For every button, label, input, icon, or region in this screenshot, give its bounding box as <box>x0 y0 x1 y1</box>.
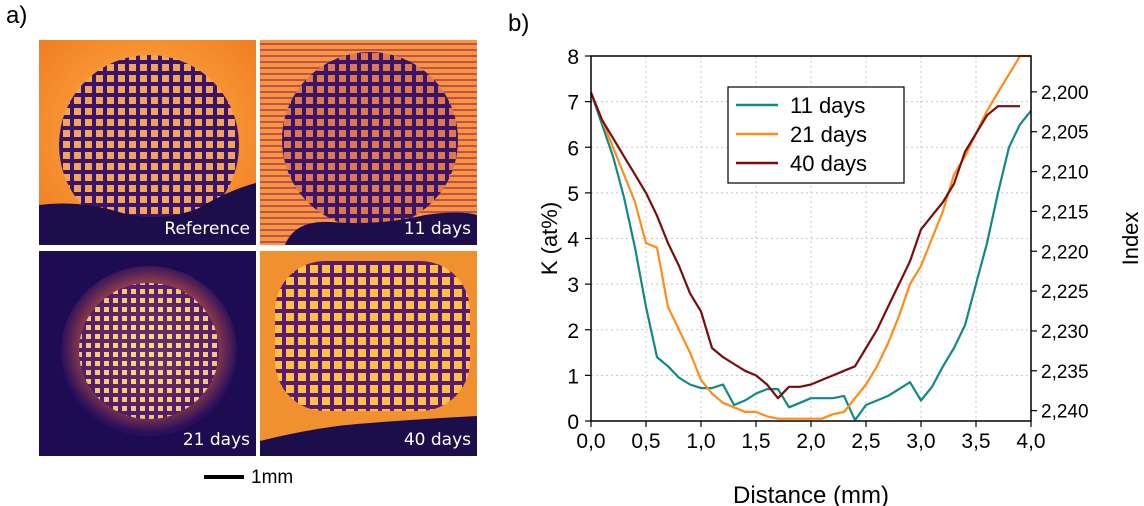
y2-axis-label: Index <box>1118 212 1143 266</box>
y2-tick-label: 2,220 <box>1041 242 1089 263</box>
x-tick-label: 1,0 <box>686 430 715 453</box>
x-axis-label: Distance (mm) <box>733 482 889 506</box>
y2-tick-label: 2,235 <box>1041 362 1089 383</box>
y-tick-label: 1 <box>567 365 579 388</box>
legend-label-21-days: 21 days <box>790 122 867 147</box>
x-tick-label: 2,5 <box>851 430 880 453</box>
series-line-40-days <box>589 92 1020 400</box>
y2-tick-label: 2,205 <box>1041 123 1089 144</box>
series-line-21-days <box>589 54 1031 420</box>
y2-tick-label: 2,240 <box>1041 402 1089 423</box>
caption-21-days: 21 days <box>182 430 250 450</box>
x-tick-label: 4,0 <box>1016 430 1045 453</box>
caption-reference: Reference <box>164 219 250 239</box>
legend-label-11-days: 11 days <box>790 93 865 118</box>
y-tick-label: 5 <box>567 183 579 206</box>
micrograph-40-days: 40 days <box>260 251 477 456</box>
y-tick-label: 4 <box>567 229 579 252</box>
micrograph-11-days: 11 days <box>260 40 477 245</box>
y2-tick-label: 2,230 <box>1041 322 1089 343</box>
y-tick-label: 2 <box>567 320 579 343</box>
panel-b-label: b) <box>508 10 530 37</box>
x-tick-label: 0,0 <box>576 430 605 453</box>
x-tick-label: 2,0 <box>796 430 825 453</box>
caption-40-days: 40 days <box>403 430 471 450</box>
y2-tick-label: 2,210 <box>1041 163 1089 184</box>
legend-label-40-days: 40 days <box>790 151 867 176</box>
x-tick-label: 3,0 <box>906 430 935 453</box>
y-tick-label: 8 <box>567 46 579 69</box>
x-tick-label: 0,5 <box>631 430 660 453</box>
y-axis-label: K (at%) <box>537 202 562 275</box>
panel-a-label: a) <box>6 2 28 29</box>
series-line-11-days <box>589 92 1032 422</box>
y-tick-label: 6 <box>567 137 579 160</box>
micrograph-reference: Reference <box>39 40 256 245</box>
y2-tick-label: 2,200 <box>1041 83 1089 104</box>
x-tick-label: 1,5 <box>741 430 770 453</box>
caption-11-days: 11 days <box>403 219 471 239</box>
y-tick-label: 0 <box>567 411 579 434</box>
scale-bar <box>204 475 244 479</box>
y2-tick-label: 2,215 <box>1041 202 1089 223</box>
y-tick-label: 3 <box>567 274 579 297</box>
x-tick-label: 3,5 <box>961 430 990 453</box>
y2-tick-label: 2,225 <box>1041 282 1089 303</box>
micrograph-21-days: 21 days <box>39 251 256 456</box>
scale-bar-label: 1mm <box>251 467 294 488</box>
y-tick-label: 7 <box>567 92 579 115</box>
